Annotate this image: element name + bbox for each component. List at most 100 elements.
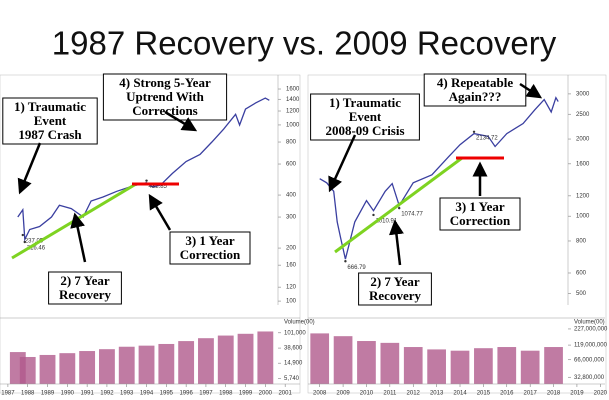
annotation-box: [310, 93, 420, 141]
x-tick-label: 2012: [407, 391, 421, 397]
annotation-box: [439, 197, 521, 231]
x-tick-label: 1995: [160, 391, 174, 397]
annotation-box: [2, 97, 98, 145]
annotation-text: Uptrend With: [126, 89, 204, 104]
x-tick-label: 2019: [570, 391, 584, 397]
volume-bar: [333, 336, 353, 384]
x-tick-label: 1992: [100, 391, 114, 397]
annotation-text: 1) Traumatic: [14, 99, 86, 114]
annotation-text: Again???: [449, 89, 502, 104]
volume-tick-label: 227,000,000: [574, 327, 608, 333]
y-tick-label: 800: [286, 140, 297, 146]
annotation-text: Corrections: [132, 103, 197, 118]
x-tick-label: 2018: [547, 391, 561, 397]
annotation-text: 1987 Crash: [18, 127, 82, 142]
annotation-text: 4) Repeatable: [437, 75, 513, 90]
annotation-text: Event: [349, 109, 382, 124]
volume-tick-label: 32,800,000: [574, 375, 605, 381]
volume-bar: [520, 350, 540, 384]
x-tick-label: 1998: [219, 391, 233, 397]
volume-bar: [357, 341, 376, 384]
point-label: 1074.77: [401, 212, 423, 218]
y-tick-label: 1600: [286, 87, 300, 93]
volume-bar: [99, 349, 115, 384]
y-tick-label: 2500: [576, 112, 590, 118]
annotation-text: 2) 7 Year: [370, 274, 420, 289]
x-tick-label: 2017: [523, 391, 537, 397]
x-tick-label: 2008: [313, 391, 327, 397]
volume-tick-label: 66,000,000: [574, 357, 605, 363]
y-tick-label: 100: [286, 299, 297, 305]
volume-bar: [217, 335, 234, 384]
volume-bar: [310, 333, 330, 384]
point-marker: [21, 233, 24, 237]
volume-bar: [474, 348, 493, 384]
point-label: 482.85: [149, 184, 168, 190]
x-tick-label: 1990: [61, 391, 75, 397]
slide-title: 1987 Recovery vs. 2009 Recovery: [52, 25, 557, 62]
x-tick-label: 2000: [259, 391, 273, 397]
volume-bar: [257, 331, 274, 384]
y-tick-label: 1600: [576, 161, 590, 167]
y-tick-label: 600: [286, 162, 297, 168]
arrows: [17, 82, 543, 266]
point-marker: [344, 260, 347, 263]
x-tick-label: 2014: [453, 391, 467, 397]
point-label: 237.05: [25, 239, 44, 245]
annotation-text: 2) 7 Year: [60, 273, 110, 288]
volume-label: Volume(00): [574, 320, 605, 326]
volume-bar: [198, 338, 214, 384]
volume-bar: [427, 349, 446, 384]
annotation-text: Correction: [180, 247, 241, 262]
y-tick-label: 1000: [576, 214, 590, 220]
x-tick-label: 1993: [120, 391, 134, 397]
y-tick-label: 2000: [576, 137, 590, 143]
x-tick-label: 1989: [41, 391, 55, 397]
volume-bar: [403, 347, 423, 384]
x-tick-label: 1991: [80, 391, 94, 397]
annotation-box: [48, 271, 122, 305]
point-marker: [398, 206, 401, 210]
volume-tick-label: 5,740: [284, 376, 300, 382]
volume-bar: [39, 354, 56, 384]
x-tick-label: 2013: [430, 391, 444, 397]
x-tick-label: 1987: [1, 391, 15, 397]
x-tick-label: 2020: [594, 391, 608, 397]
x-tick-label: 1999: [239, 391, 253, 397]
y-tick-label: 500: [576, 291, 587, 297]
annotation-text: 3) 1 Year: [455, 199, 505, 214]
y-tick-label: 1400: [286, 97, 300, 103]
y-tick-label: 300: [286, 215, 297, 221]
x-tick-label: 2015: [477, 391, 491, 397]
annotation-text: 1) Traumatic: [329, 95, 401, 110]
volume-tick-label: 14,900: [284, 361, 303, 367]
point-label: 216.46: [27, 246, 46, 252]
y-tick-label: 1200: [286, 109, 300, 115]
x-tick-label: 1994: [140, 391, 154, 397]
volume-bar: [178, 341, 195, 384]
annotation-box: [358, 272, 432, 306]
x-tick-label: 2011: [383, 391, 397, 397]
volume-bar: [19, 356, 36, 384]
x-tick-label: 1996: [179, 391, 193, 397]
y-tick-label: 600: [576, 271, 587, 277]
annotation-text: Event: [34, 113, 67, 128]
volume-bar: [118, 346, 135, 384]
y-tick-label: 400: [286, 193, 297, 199]
y-tick-label: 200: [286, 246, 297, 252]
y-tick-label: 3000: [576, 92, 590, 98]
point-label: 666.79: [347, 265, 366, 271]
volume-bar: [497, 347, 517, 384]
annotation-text: Recovery: [59, 287, 111, 302]
annotation-text: Correction: [450, 213, 511, 228]
volume-tick-label: 101,000: [284, 330, 306, 336]
x-tick-label: 1988: [21, 391, 35, 397]
y-tick-label: 800: [576, 239, 587, 245]
volume-tick-label: 119,000,000: [574, 343, 608, 349]
y-tick-label: 120: [286, 285, 297, 291]
volume-bar: [450, 350, 470, 384]
volume-bar: [138, 345, 155, 384]
volume-bar: [59, 353, 76, 384]
point-label: 1010.91: [375, 219, 397, 225]
